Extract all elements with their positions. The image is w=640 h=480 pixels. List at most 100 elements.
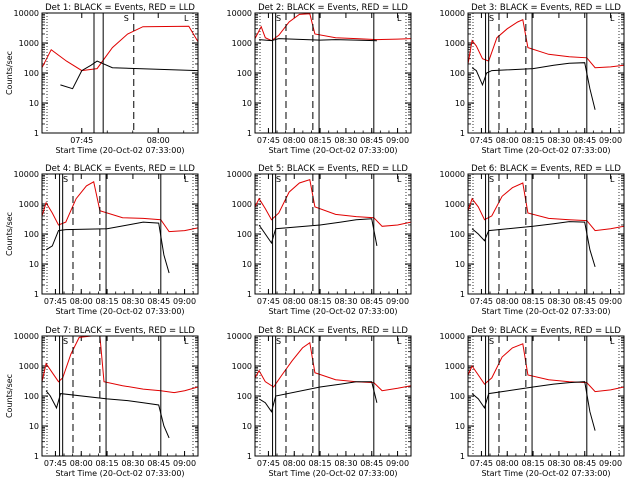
x-tick-label: 08:00 bbox=[283, 459, 306, 468]
y-tick-label: 10 bbox=[455, 260, 465, 269]
flag-label-s: S bbox=[489, 337, 494, 346]
lld-series-line bbox=[42, 25, 198, 72]
x-tick-label: 08:00 bbox=[283, 297, 306, 306]
detector-panel: Det 5: BLACK = Events, RED = LLD 1 10 100 10… bbox=[227, 164, 412, 316]
lld-series-line bbox=[468, 182, 624, 232]
x-axis-title: Start Time (20-Oct-02 07:33:00) bbox=[268, 307, 397, 316]
x-tick-label: 08:15 bbox=[96, 459, 119, 468]
plot-area bbox=[255, 341, 411, 413]
y-tick-label: 10 bbox=[29, 99, 39, 108]
x-tick-label: 07:45 bbox=[257, 297, 280, 306]
x-tick-label: 08:45 bbox=[573, 136, 596, 145]
y-tick-label: 1000 bbox=[232, 200, 252, 209]
plot-area bbox=[255, 178, 411, 246]
lld-series-line bbox=[468, 343, 624, 393]
y-tick-label: 1000 bbox=[445, 362, 465, 371]
x-tick-label: 08:00 bbox=[70, 297, 93, 306]
y-tick-label: 1000 bbox=[232, 39, 252, 48]
panel-title: Det 6: BLACK = Events, RED = LLD bbox=[471, 164, 621, 174]
y-tick-label: 10000 bbox=[14, 332, 39, 341]
flag-label-l: L bbox=[397, 14, 402, 23]
y-axis-title: Counts/sec bbox=[5, 212, 14, 256]
plot-frame bbox=[467, 173, 625, 295]
y-tick-label: 100 bbox=[450, 392, 465, 401]
flag-label-s: S bbox=[63, 337, 68, 346]
detector-panel: Det 2: BLACK = Events, RED = LLD 1 10 100 10… bbox=[227, 3, 412, 155]
detector-panel: Det 8: BLACK = Events, RED = LLD 1 10 100 10… bbox=[227, 326, 412, 478]
y-axis-title: Counts/sec bbox=[5, 51, 14, 95]
y-tick-label: 1000 bbox=[445, 200, 465, 209]
events-series-line bbox=[471, 221, 596, 268]
x-tick-label: 08:45 bbox=[573, 297, 596, 306]
flag-label-s: S bbox=[276, 337, 281, 346]
y-tick-label: 100 bbox=[237, 392, 252, 401]
plot-frame bbox=[254, 173, 412, 295]
plot-frame bbox=[41, 173, 199, 295]
plot-frame bbox=[41, 12, 199, 134]
events-series-line bbox=[471, 62, 596, 110]
x-axis-title: Start Time (20-Oct-02 07:33:00) bbox=[268, 469, 397, 478]
y-tick-label: 100 bbox=[450, 69, 465, 78]
x-tick-label: 07:45 bbox=[470, 459, 493, 468]
x-tick-label: 08:15 bbox=[522, 459, 545, 468]
x-tick-label: 09:00 bbox=[599, 297, 622, 306]
y-axis-title: Counts/sec bbox=[5, 374, 14, 418]
plot-frame bbox=[467, 12, 625, 134]
x-axis-title: Start Time (20-Oct-02 07:33:00) bbox=[55, 469, 184, 478]
events-series-line bbox=[45, 390, 170, 439]
y-tick-label: 10 bbox=[29, 422, 39, 431]
flag-label-l: L bbox=[397, 175, 402, 184]
x-tick-label: 08:30 bbox=[121, 459, 144, 468]
detector-panel: Det 6: BLACK = Events, RED = LLD 1 10 100 10… bbox=[440, 164, 625, 316]
plot-area bbox=[42, 336, 198, 439]
y-tick-label: 10 bbox=[242, 260, 252, 269]
lld-series-line bbox=[255, 341, 411, 392]
x-tick-label: 08:15 bbox=[522, 297, 545, 306]
flag-label-l: L bbox=[184, 14, 189, 23]
events-series-line bbox=[259, 38, 377, 42]
flag-label-s: S bbox=[276, 14, 281, 23]
plot-frame bbox=[254, 335, 412, 457]
x-tick-label: 09:00 bbox=[386, 459, 409, 468]
x-tick-label: 08:00 bbox=[283, 136, 306, 145]
x-tick-label: 08:15 bbox=[522, 136, 545, 145]
x-tick-label: 09:00 bbox=[599, 136, 622, 145]
y-tick-label: 100 bbox=[450, 230, 465, 239]
x-tick-label: 08:45 bbox=[147, 297, 170, 306]
y-tick-label: 10000 bbox=[227, 170, 252, 179]
detector-panel: Det 3: BLACK = Events, RED = LLD 1 10 100 10… bbox=[440, 3, 625, 155]
plot-area bbox=[468, 182, 624, 268]
y-tick-label: 1000 bbox=[232, 362, 252, 371]
x-axis-title: Start Time (20-Oct-02 07:33:00) bbox=[481, 307, 610, 316]
panel-title: Det 3: BLACK = Events, RED = LLD bbox=[471, 3, 621, 13]
x-tick-label: 08:00 bbox=[147, 136, 170, 145]
detector-panel: Det 1: BLACK = Events, RED = LLD 1 10 100 10… bbox=[5, 3, 199, 155]
detector-panel: Det 7: BLACK = Events, RED = LLD 1 10 100 10… bbox=[5, 326, 199, 478]
y-tick-label: 10000 bbox=[14, 170, 39, 179]
y-tick-label: 10 bbox=[455, 99, 465, 108]
y-tick-label: 10000 bbox=[14, 9, 39, 18]
x-tick-label: 08:45 bbox=[360, 136, 383, 145]
y-tick-label: 1 bbox=[247, 129, 252, 138]
flag-label-s: S bbox=[124, 14, 129, 23]
x-axis-title: Start Time (20-Oct-02 07:33:00) bbox=[481, 469, 610, 478]
x-tick-label: 09:00 bbox=[173, 459, 196, 468]
y-tick-label: 1 bbox=[34, 452, 39, 461]
events-series-line bbox=[258, 381, 378, 413]
lld-series-line bbox=[42, 181, 198, 233]
y-tick-label: 1 bbox=[34, 290, 39, 299]
y-tick-label: 100 bbox=[237, 230, 252, 239]
x-tick-label: 08:00 bbox=[496, 136, 519, 145]
x-axis-title: Start Time (20-Oct-02 07:33:00) bbox=[268, 146, 397, 155]
y-tick-label: 1 bbox=[460, 129, 465, 138]
x-axis-title: Start Time (20-Oct-02 07:33:00) bbox=[55, 307, 184, 316]
events-series-line bbox=[471, 381, 596, 431]
x-tick-label: 07:45 bbox=[44, 459, 67, 468]
plot-area bbox=[468, 343, 624, 431]
x-tick-label: 08:15 bbox=[309, 297, 332, 306]
y-tick-label: 10 bbox=[455, 422, 465, 431]
plot-area bbox=[468, 18, 624, 110]
flag-label-s: S bbox=[276, 175, 281, 184]
x-tick-label: 08:45 bbox=[573, 459, 596, 468]
flag-label-l: L bbox=[610, 175, 615, 184]
